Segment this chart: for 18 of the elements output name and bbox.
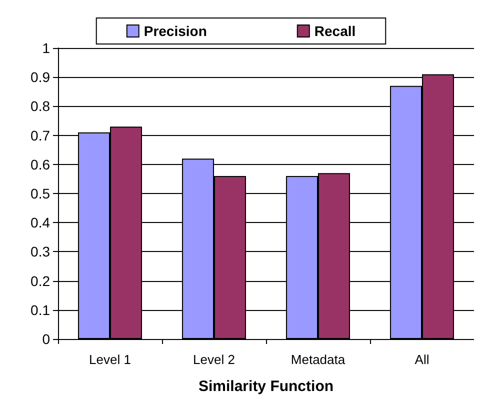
y-tick-label: 0.4 xyxy=(30,214,50,231)
y-tick-label: 0.2 xyxy=(30,272,50,289)
y-tick-label: 0.8 xyxy=(30,98,50,114)
x-tick-label: Level 2 xyxy=(193,352,235,367)
x-tick-label: Metadata xyxy=(290,352,346,367)
x-tick-label: All xyxy=(414,352,430,367)
x-tick-label: Level 1 xyxy=(89,352,131,367)
legend-label: Precision xyxy=(144,23,207,39)
y-tick-label: 0.5 xyxy=(30,186,50,202)
y-tick-label: 0.6 xyxy=(30,156,50,172)
y-tick-label: 0.9 xyxy=(30,69,50,86)
y-tick-label: 0 xyxy=(42,331,50,347)
y-tick-label: 0.3 xyxy=(30,244,50,260)
y-tick-label: 1 xyxy=(42,40,50,56)
x-axis-title: Similarity Function xyxy=(198,378,334,395)
y-tick-label: 0.1 xyxy=(30,302,50,318)
y-tick-label: 0.7 xyxy=(30,127,50,144)
legend-label: Recall xyxy=(314,23,356,39)
